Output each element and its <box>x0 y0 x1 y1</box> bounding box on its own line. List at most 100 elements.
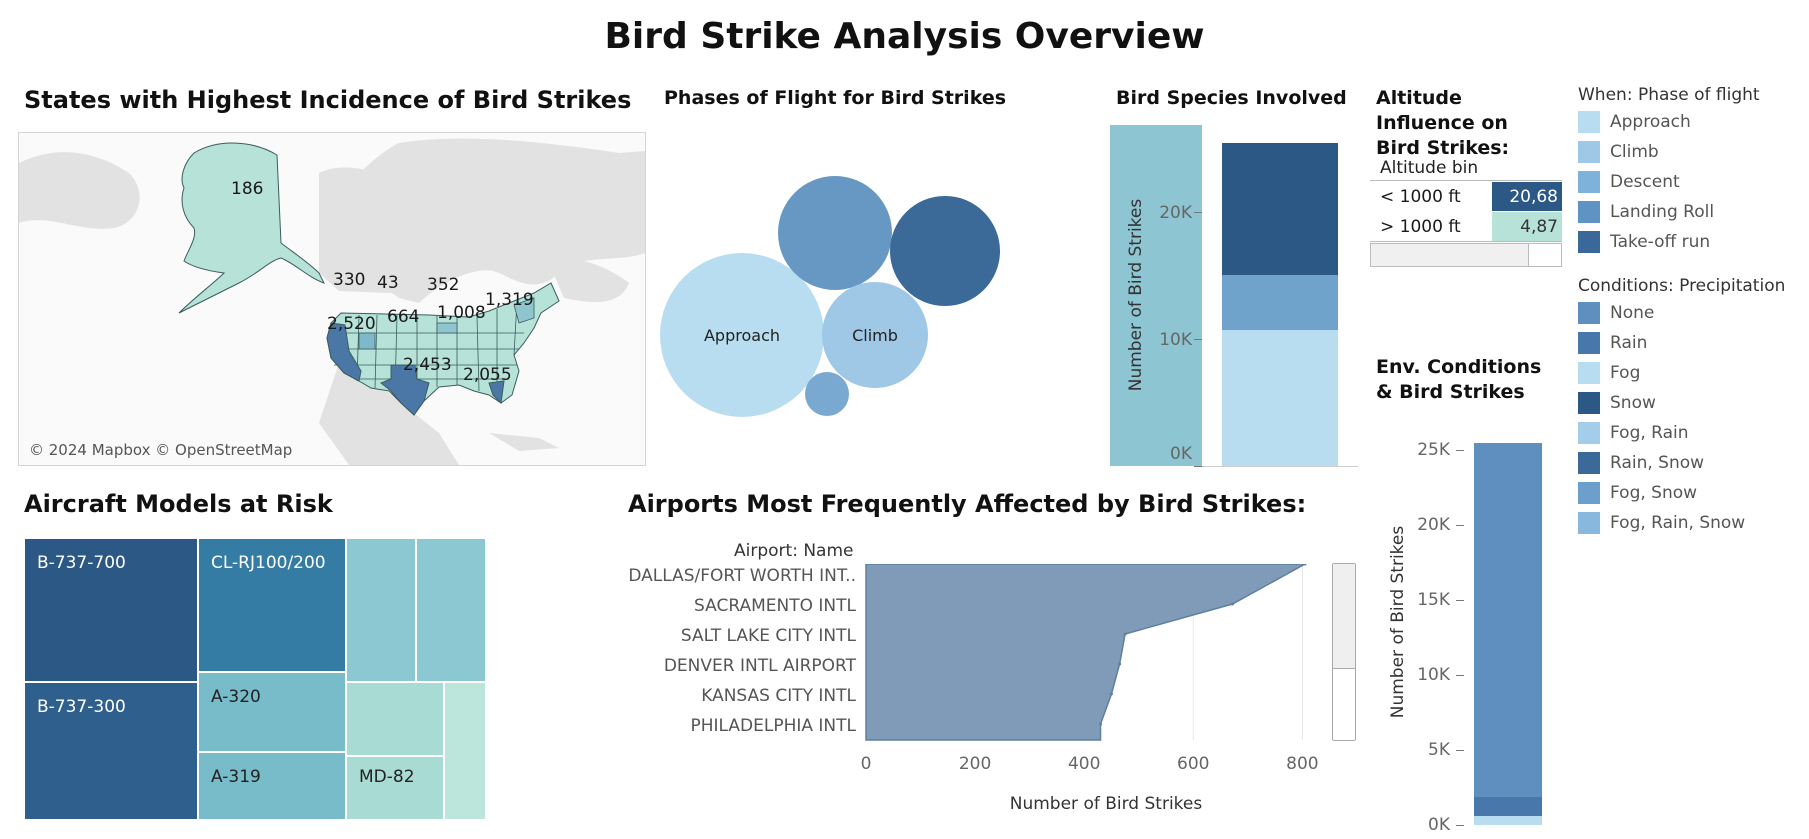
treemap-label-crj: CL-RJ100/200 <box>211 553 326 573</box>
species-bar-segment-2[interactable] <box>1222 275 1338 330</box>
legend-precip-swatch-7 <box>1578 482 1600 504</box>
airports-point-3[interactable] <box>1123 632 1127 636</box>
legend-phase-item-2[interactable]: Climb <box>1578 141 1659 163</box>
species-baseline <box>1202 466 1358 467</box>
env-stacked-bar[interactable] <box>1474 435 1542 825</box>
airports-point-5[interactable] <box>1109 692 1113 696</box>
state-texas[interactable] <box>380 364 430 416</box>
legend-precip-label-4: Snow <box>1610 393 1656 413</box>
legend-precip-item-6[interactable]: Rain, Snow <box>1578 452 1704 474</box>
altitude-hscroll-thumb[interactable] <box>1370 243 1530 267</box>
treemap-cell-a320[interactable]: A-320 <box>198 672 346 752</box>
bubble-phase-2[interactable] <box>778 176 892 290</box>
airport-name-5[interactable]: KANSAS CITY INTL <box>701 686 856 706</box>
legend-phase-swatch-5 <box>1578 231 1600 253</box>
altitude-header-rule <box>1370 180 1562 181</box>
legend-precip-item-7[interactable]: Fog, Snow <box>1578 482 1697 504</box>
species-tickmark-10k <box>1194 339 1202 340</box>
state-california[interactable] <box>326 322 362 382</box>
airports-point-4[interactable] <box>1118 662 1122 666</box>
legend-precip-item-8[interactable]: Fog, Rain, Snow <box>1578 512 1745 534</box>
legend-precip-label-3: Fog <box>1610 363 1641 383</box>
species-stacked-bar[interactable] <box>1222 125 1338 466</box>
airport-name-4[interactable]: DENVER INTL AIRPORT <box>663 656 856 676</box>
legend-precip-item-3[interactable]: Fog <box>1578 362 1640 384</box>
legend-precip-item-4[interactable]: Snow <box>1578 392 1656 414</box>
env-tickmark-2 <box>1456 600 1464 601</box>
map-label-mt: 43 <box>377 273 399 293</box>
legend-phase-item-4[interactable]: Landing Roll <box>1578 201 1714 223</box>
treemap-cell-6[interactable] <box>346 538 416 682</box>
airports-point-2[interactable] <box>1231 602 1235 606</box>
legend-phase-item-1[interactable]: Approach <box>1578 111 1691 133</box>
map-label-fl: 2,055 <box>463 365 512 385</box>
airport-name-3[interactable]: SALT LAKE CITY INTL <box>680 626 856 646</box>
state-colorado[interactable] <box>358 332 376 350</box>
airport-name-6[interactable]: PHILADELPHIA INTL <box>690 716 856 736</box>
env-bar-segment-3[interactable] <box>1474 442 1542 797</box>
treemap-label-md82: MD-82 <box>359 767 415 787</box>
altitude-header: Altitude bin <box>1380 158 1479 178</box>
airports-point-6[interactable] <box>1099 722 1103 726</box>
env-tickmark-3 <box>1456 675 1464 676</box>
legend-precip-label-5: Fog, Rain <box>1610 423 1689 443</box>
airports-point-1[interactable] <box>1303 564 1307 566</box>
altitude-row1-bar[interactable] <box>1492 182 1562 211</box>
treemap-label-a320: A-320 <box>211 687 261 707</box>
legend-precip-item-2[interactable]: Rain <box>1578 332 1647 354</box>
legend-precip-swatch-4 <box>1578 392 1600 414</box>
species-axis-panel <box>1110 125 1202 466</box>
airports-vscroll-thumb[interactable] <box>1333 564 1355 669</box>
treemap-cell-a319[interactable]: A-319 <box>198 752 346 820</box>
phases-title: Phases of Flight for Bird Strikes <box>664 87 1007 109</box>
bubble-approach[interactable]: Approach <box>660 253 824 417</box>
env-y-axis-title: Number of Bird Strikes <box>1388 525 1408 719</box>
legend-precip-item-1[interactable]: None <box>1578 302 1654 324</box>
env-tick-25k: 25K <box>1417 440 1450 460</box>
airport-name-1[interactable]: DALLAS/FORT WORTH INT.. <box>628 566 856 586</box>
airport-name-2[interactable]: SACRAMENTO INTL <box>694 596 856 616</box>
legend-precip-label-1: None <box>1610 303 1655 323</box>
legend-precip-swatch-6 <box>1578 452 1600 474</box>
bubble-phase-3[interactable] <box>890 196 1000 306</box>
treemap-cell-9[interactable] <box>444 682 486 820</box>
legend-phase-item-5[interactable]: Take-off run <box>1578 231 1710 253</box>
altitude-row2-bar[interactable] <box>1492 212 1562 241</box>
env-tick-10k: 10K <box>1417 665 1450 685</box>
altitude-hscroll-track[interactable] <box>1528 243 1562 267</box>
state-alaska[interactable] <box>178 142 325 314</box>
species-bar-segment-1[interactable] <box>1222 329 1338 466</box>
treemap-cell-b737-700[interactable]: B-737-700 <box>24 538 198 682</box>
altitude-bottom-rule <box>1370 241 1562 242</box>
legend-phase-swatch-2 <box>1578 141 1600 163</box>
state-new-york[interactable] <box>513 297 535 324</box>
airports-area[interactable] <box>865 564 1306 741</box>
species-tickmark-20k <box>1194 212 1202 213</box>
state-illinois[interactable] <box>436 322 458 334</box>
treemap-cell-b737-300[interactable]: B-737-300 <box>24 682 198 820</box>
land-caribbean <box>489 433 559 451</box>
state-florida[interactable] <box>488 380 505 405</box>
us-map[interactable]: 186 330 43 352 1,319 2,520 664 1,008 2,4… <box>18 132 646 466</box>
species-bar-segment-3[interactable] <box>1222 142 1338 276</box>
treemap-cell-7[interactable] <box>416 538 486 682</box>
env-bar-segment-1[interactable] <box>1474 816 1542 825</box>
species-tickmark-0k <box>1194 466 1202 467</box>
airports-area-chart[interactable] <box>862 564 1342 744</box>
bubble-climb[interactable]: Climb <box>822 282 928 388</box>
env-tickmark-4 <box>1456 750 1464 751</box>
treemap-label-a319: A-319 <box>211 767 261 787</box>
env-tick-0k: 0K <box>1428 815 1450 835</box>
env-bar-segment-2[interactable] <box>1474 796 1542 816</box>
airports-x-axis-title: Number of Bird Strikes <box>1009 794 1203 814</box>
treemap-cell-md82[interactable]: MD-82 <box>346 682 444 820</box>
bubble-phase-5[interactable] <box>805 372 849 416</box>
airports-vscroll-track[interactable] <box>1332 563 1356 741</box>
treemap-cell-crj[interactable]: CL-RJ100/200 <box>198 538 346 672</box>
land-maritimes <box>549 259 629 303</box>
legend-precip-item-5[interactable]: Fog, Rain <box>1578 422 1689 444</box>
airports-xtick-200: 200 <box>958 754 992 774</box>
map-attribution[interactable]: © 2024 Mapbox © OpenStreetMap <box>29 441 293 459</box>
map-label-wa: 330 <box>333 270 366 290</box>
legend-phase-item-3[interactable]: Descent <box>1578 171 1680 193</box>
